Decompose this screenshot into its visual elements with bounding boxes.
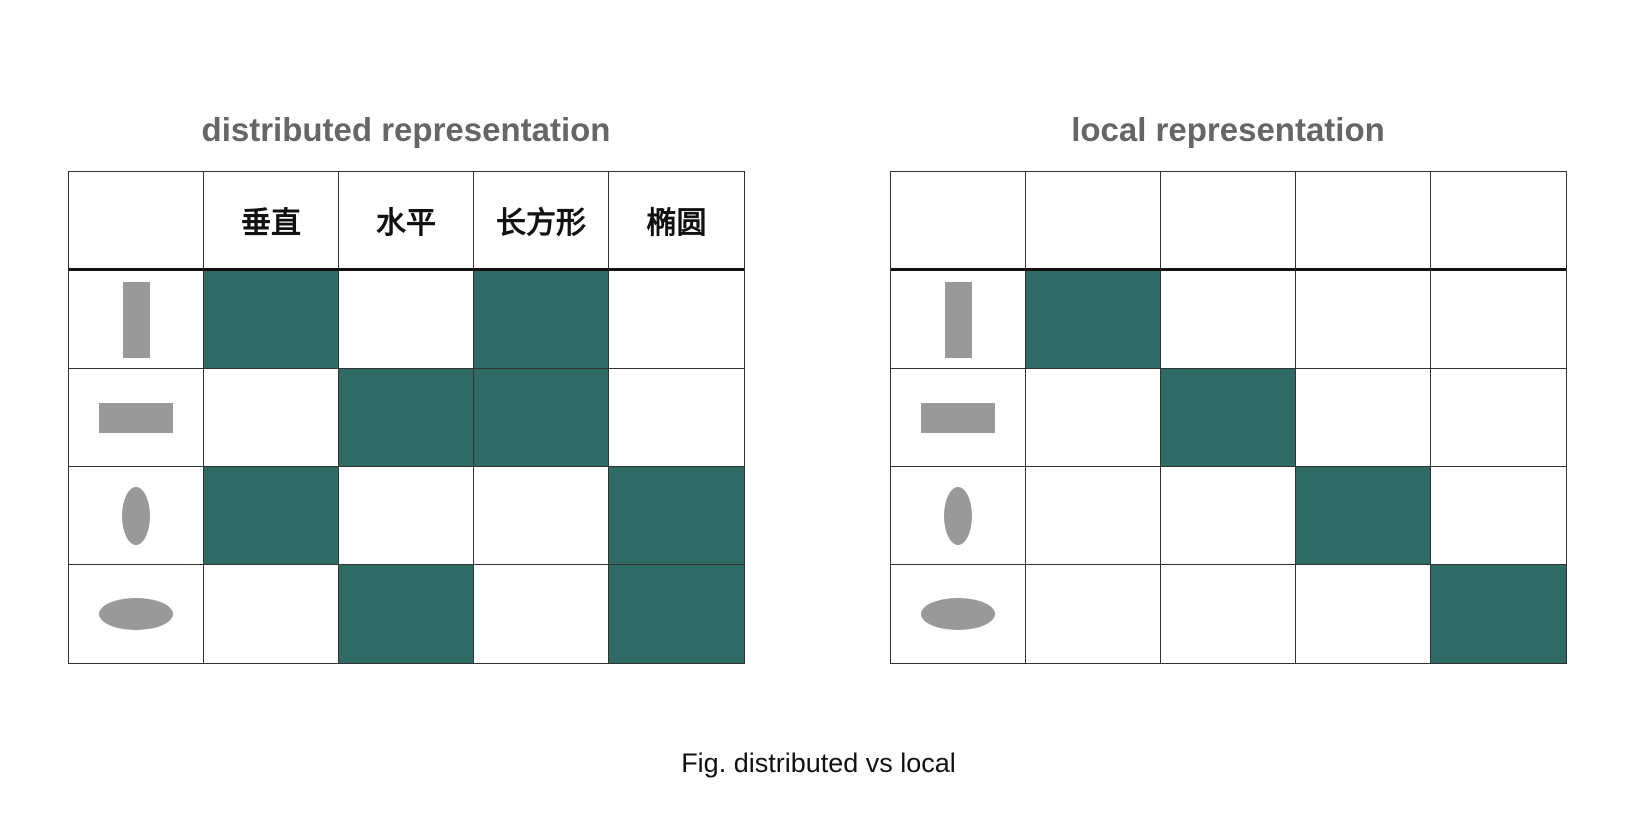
distributed-header-cell-4: 椭圆: [609, 172, 744, 271]
horizontal-rectangle-icon: [921, 402, 995, 433]
local-matrix-cell: [1431, 565, 1566, 663]
local-matrix-cell: [1161, 369, 1296, 467]
distributed-row-shape-cell: [69, 369, 204, 467]
local-matrix-cell: [1161, 467, 1296, 565]
horizontal-rectangle-icon: [99, 402, 173, 433]
local-matrix-cell: [1431, 271, 1566, 369]
distributed-header-cell-2: 水平: [339, 172, 474, 271]
distributed-header-label: 水平: [376, 206, 436, 241]
distributed-header-label: 长方形: [496, 206, 586, 241]
local-matrix-cell: [1296, 565, 1431, 663]
distributed-matrix-cell: [339, 565, 474, 663]
distributed-header-label: 垂直: [241, 206, 301, 241]
distributed-matrix-cell: [204, 565, 339, 663]
distributed-matrix-cell: [474, 369, 609, 467]
local-grid: [890, 171, 1567, 664]
local-matrix-cell: [1161, 271, 1296, 369]
distributed-title: distributed representation: [201, 111, 611, 148]
distributed-matrix-cell: [474, 467, 609, 565]
distributed-matrix-cell: [609, 467, 744, 565]
distributed-row-shape-cell: [69, 271, 204, 369]
distributed-matrix-cell: [339, 369, 474, 467]
local-matrix-cell: [1431, 369, 1566, 467]
distributed-row-shape-cell: [69, 467, 204, 565]
distributed-header-cell-1: 垂直: [204, 172, 339, 271]
horizontal-ellipse-icon: [99, 598, 173, 630]
distributed-matrix-cell: [339, 467, 474, 565]
vertical-ellipse-icon: [944, 486, 972, 545]
local-matrix-cell: [1026, 565, 1161, 663]
vertical-ellipse-icon: [122, 486, 150, 545]
horizontal-ellipse-icon: [921, 598, 995, 630]
distributed-header-label: 椭圆: [646, 206, 707, 241]
local-row-shape-cell: [891, 467, 1026, 565]
local-header-cell-2: [1161, 172, 1296, 271]
local-row-shape-cell: [891, 271, 1026, 369]
distributed-header-cell-0: [69, 172, 204, 271]
local-header-cell-0: [891, 172, 1026, 271]
local-header-cell-1: [1026, 172, 1161, 271]
distributed-matrix-cell: [339, 271, 474, 369]
distributed-matrix-cell: [204, 271, 339, 369]
distributed-matrix-cell: [474, 565, 609, 663]
local-title: local representation: [1071, 111, 1385, 148]
vertical-rectangle-icon: [122, 281, 150, 358]
local-header-cell-4: [1431, 172, 1566, 271]
distributed-row-shape-cell: [69, 565, 204, 663]
local-row-shape-cell: [891, 369, 1026, 467]
distributed-matrix-cell: [609, 565, 744, 663]
distributed-matrix-cell: [609, 369, 744, 467]
local-matrix-cell: [1296, 369, 1431, 467]
distributed-grid: 垂直 水平 长方形 椭圆: [68, 171, 745, 664]
local-header-cell-3: [1296, 172, 1431, 271]
vertical-rectangle-icon: [944, 281, 972, 358]
figure-caption: Fig. distributed vs local: [681, 748, 956, 778]
distributed-matrix-cell: [474, 271, 609, 369]
distributed-matrix-cell: [204, 369, 339, 467]
local-matrix-cell: [1161, 565, 1296, 663]
local-matrix-cell: [1026, 369, 1161, 467]
local-row-shape-cell: [891, 565, 1026, 663]
local-matrix-cell: [1026, 271, 1161, 369]
distributed-matrix-cell: [609, 271, 744, 369]
distributed-matrix-cell: [204, 467, 339, 565]
local-matrix-cell: [1026, 467, 1161, 565]
local-matrix-cell: [1431, 467, 1566, 565]
local-matrix-cell: [1296, 271, 1431, 369]
distributed-header-cell-3: 长方形: [474, 172, 609, 271]
local-matrix-cell: [1296, 467, 1431, 565]
